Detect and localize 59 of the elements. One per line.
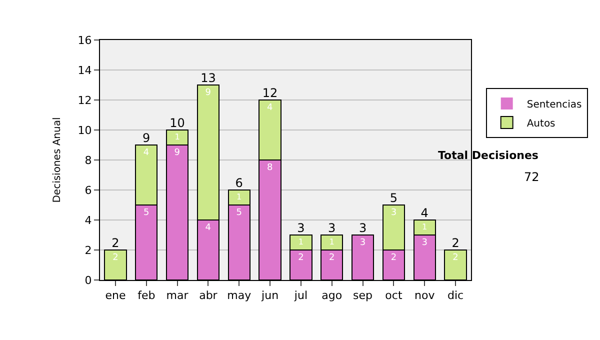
- x-tick-label: ago: [322, 289, 342, 302]
- y-tick-label: 10: [78, 124, 92, 137]
- x-tick-label: dic: [447, 289, 464, 302]
- total-label: 3: [328, 221, 336, 235]
- legend-label: Sentencias: [526, 99, 582, 110]
- data-label: 2: [112, 253, 118, 263]
- data-label: 3: [422, 238, 428, 248]
- y-tick-label: 12: [78, 94, 92, 107]
- x-tick-label: mar: [166, 289, 189, 302]
- x-tick-label: sep: [353, 289, 373, 302]
- data-label: 9: [205, 88, 212, 98]
- data-label: 3: [390, 208, 397, 218]
- data-label: 1: [422, 221, 428, 232]
- y-tick-label: 16: [78, 34, 92, 47]
- data-label: 1: [236, 191, 242, 202]
- total-label: 2: [112, 236, 120, 250]
- data-label: 4: [143, 148, 150, 158]
- data-label: 2: [390, 253, 397, 263]
- y-tick-label: 2: [84, 244, 92, 257]
- data-label: 9: [174, 148, 180, 158]
- total-label: 2: [452, 236, 460, 250]
- x-tick-label: may: [227, 289, 252, 302]
- data-label: 2: [452, 253, 458, 263]
- total-label: 13: [200, 71, 216, 85]
- x-tick-label: jun: [260, 289, 279, 302]
- data-label: 5: [236, 208, 242, 218]
- total-label: 9: [142, 131, 150, 145]
- text: 72: [524, 170, 540, 184]
- x-tick-label: oct: [385, 289, 403, 302]
- data-label: 1: [174, 131, 180, 142]
- total-label: 3: [358, 221, 367, 235]
- data-label: 2: [298, 253, 304, 263]
- x-tick-label: ene: [105, 289, 126, 302]
- annotation: Total Decisiones: [438, 149, 539, 162]
- total-label: 12: [262, 86, 278, 100]
- total-label: 5: [390, 191, 398, 205]
- total-label: 10: [170, 116, 185, 130]
- x-tick-label: abr: [199, 289, 218, 302]
- y-tick-label: 14: [78, 64, 92, 77]
- legend-label: Autos: [526, 118, 556, 130]
- data-label: 4: [267, 103, 274, 113]
- data-label: 8: [267, 163, 274, 173]
- y-axis-title: Decisiones Anual: [52, 117, 63, 203]
- data-label: 1: [298, 236, 304, 246]
- total-label: 6: [235, 176, 243, 190]
- data-label: 5: [144, 208, 150, 218]
- x-tick-label: feb: [138, 289, 156, 302]
- x-tick-label: jul: [293, 289, 308, 302]
- y-tick-label: 0: [84, 274, 92, 287]
- y-tick-label: 4: [84, 214, 92, 227]
- data-label: 3: [360, 238, 366, 248]
- total-label: 3: [297, 221, 305, 235]
- data-label: 4: [205, 223, 212, 233]
- y-tick-label: 6: [84, 184, 92, 197]
- data-label: 1: [329, 236, 334, 246]
- y-tick-label: 8: [84, 154, 92, 167]
- data-label: 2: [329, 253, 335, 263]
- total-label: 4: [420, 206, 428, 220]
- x-tick-label: nov: [414, 289, 436, 302]
